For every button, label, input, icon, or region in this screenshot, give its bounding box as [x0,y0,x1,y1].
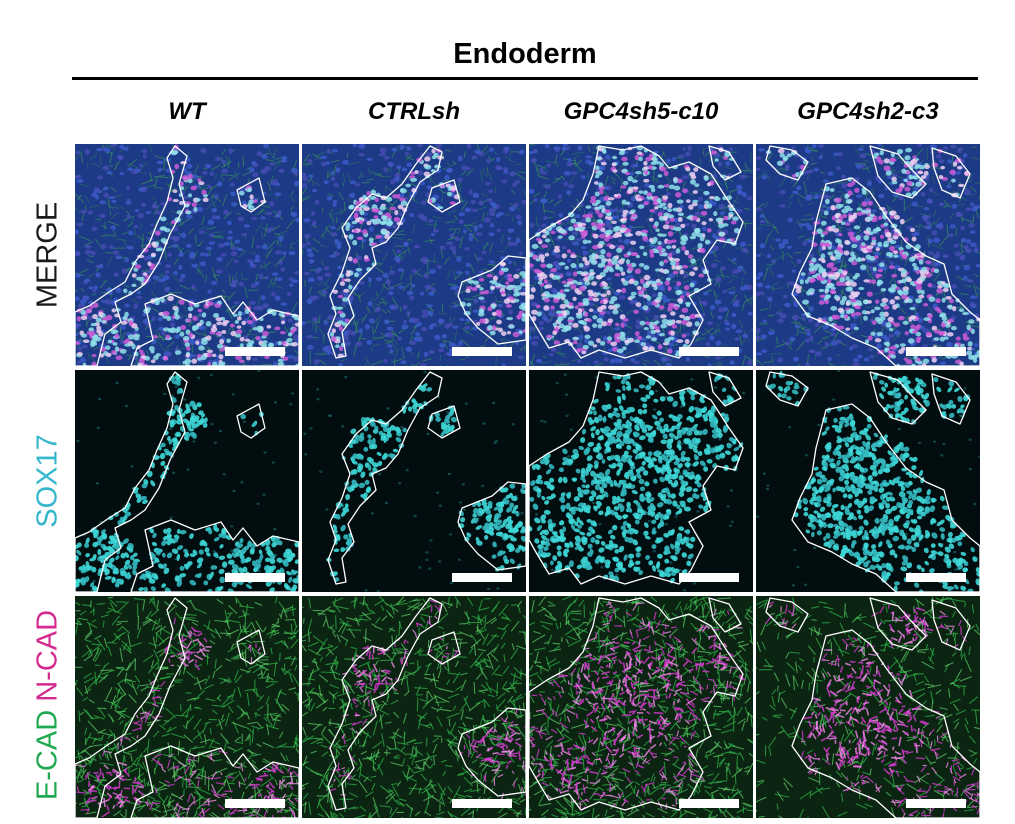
panel-merge-ctrlsh [302,144,526,366]
panel-sox17-ctrlsh [302,370,526,592]
title-rule [72,77,978,80]
scale-bar [906,573,966,582]
panel-sox17-gpc4sh2-c3 [756,370,980,592]
panel-merge-gpc4sh2-c3 [756,144,980,366]
column-label-ctrlsh: CTRLsh [368,98,460,125]
panel-merge-gpc4sh5-c10 [529,144,753,366]
scale-bar [452,347,512,356]
row-label-merge: MERGE [32,202,65,308]
scale-bar [679,347,739,356]
micrograph-image [75,596,299,818]
column-label-wt: WT [168,98,206,125]
micrograph-image [756,596,980,818]
panel-sox17-gpc4sh5-c10 [529,370,753,592]
micrograph-image [302,596,526,818]
scale-bar [225,799,285,808]
micrograph-image [529,596,753,818]
panel-cad-gpc4sh5-c10 [529,596,753,818]
micrograph-image [529,144,753,366]
micrograph-image [302,144,526,366]
scale-bar [452,799,512,808]
scale-bar [906,799,966,808]
panel-cad-gpc4sh2-c3 [756,596,980,818]
scale-bar [225,347,285,356]
scale-bar [452,573,512,582]
micrograph-image [302,370,526,592]
micrograph-image [75,144,299,366]
scale-bar [679,573,739,582]
row-label-sox17: SOX17 [32,434,65,528]
scale-bar [225,573,285,582]
panel-cad-wt [75,596,299,818]
micrograph-image [75,370,299,592]
row-label-cad: E-CAD N-CAD [32,610,65,800]
row-label-part: MERGE [31,201,64,309]
figure-title: Endoderm [453,38,597,70]
scale-bar [906,347,966,356]
panel-sox17-wt [75,370,299,592]
column-label-gpc4sh2-c3: GPC4sh2-c3 [797,98,939,125]
row-label-part [32,702,64,710]
row-label-part: E-CAD [31,709,64,801]
scale-bar [679,799,739,808]
micrograph-image [756,144,980,366]
row-label-part: N-CAD [31,609,64,702]
panel-cad-ctrlsh [302,596,526,818]
panel-merge-wt [75,144,299,366]
column-label-gpc4sh5-c10: GPC4sh5-c10 [563,98,719,125]
micrograph-image [529,370,753,592]
row-label-part: SOX17 [31,434,64,528]
micrograph-image [756,370,980,592]
